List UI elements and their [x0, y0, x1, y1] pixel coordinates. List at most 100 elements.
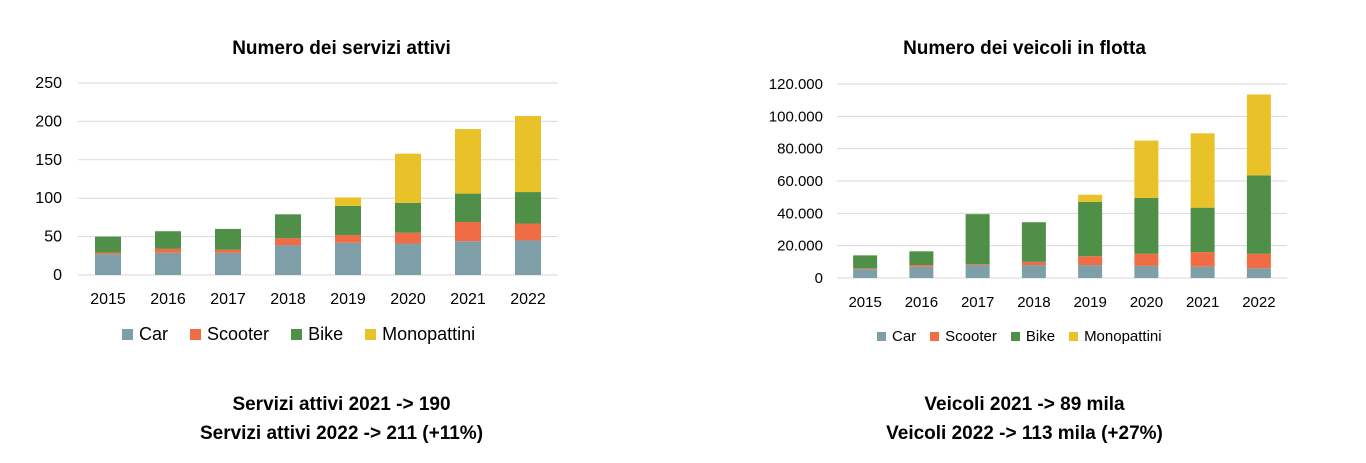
- bar-segment-monopattini-2021: [455, 129, 481, 194]
- bar-segment-scooter-2015: [853, 268, 878, 270]
- bar-segment-car-2022: [515, 240, 541, 275]
- bar-segment-scooter-2016: [909, 265, 934, 267]
- x-tick-label: 2020: [390, 291, 426, 308]
- y-tick-label: 0: [53, 267, 62, 284]
- bar-segment-car-2020: [1134, 265, 1159, 278]
- bar-segment-monopattini-2019: [335, 197, 361, 206]
- summary-line: Veicoli 2021 -> 89 mila: [924, 394, 1125, 415]
- bar-segment-scooter-2019: [335, 235, 361, 243]
- y-tick-label: 80.000: [777, 141, 823, 158]
- chart-panel-services: Numero dei servizi attivi 0 50 100 150 200 25…: [35, 38, 558, 444]
- bar-segment-car-2020: [395, 243, 421, 275]
- bar-segment-bike-2018: [275, 214, 301, 239]
- bar-segment-car-2015: [853, 269, 878, 278]
- bar-segment-scooter-2020: [1134, 253, 1159, 266]
- vehicles-chart: 0 20.000 40.000 60.000 80.000 100.000 120.000 2…: [769, 76, 1287, 311]
- legend-label: Bike: [308, 324, 344, 344]
- bar-segment-scooter-2020: [395, 232, 421, 244]
- x-tick-label: 2016: [150, 291, 186, 308]
- bar-segment-bike-2021: [455, 193, 481, 223]
- legend-label: Scooter: [207, 324, 270, 344]
- bar-segment-monopattini-2020: [395, 153, 421, 203]
- y-tick-label: 60.000: [777, 173, 823, 190]
- x-tick-label: 2015: [848, 294, 881, 311]
- bar-segment-car-2017: [965, 265, 990, 278]
- bar-segment-car-2021: [1190, 266, 1215, 278]
- bar-segment-car-2019: [335, 242, 361, 275]
- bar-segment-car-2018: [1021, 265, 1046, 278]
- bar-segment-bike-2022: [515, 192, 541, 224]
- bar-segment-scooter-2022: [515, 223, 541, 241]
- legend-item-bike: Bike: [291, 324, 343, 345]
- y-tick-label: 0: [815, 270, 823, 287]
- legend-swatch-car: [877, 332, 886, 341]
- y-tick-label: 200: [35, 113, 62, 130]
- legend-label: Scooter: [945, 328, 997, 345]
- x-tick-label: 2020: [1130, 294, 1163, 311]
- bar-segment-car-2017: [215, 252, 241, 275]
- x-tick-label: 2017: [210, 291, 246, 308]
- bar-segment-bike-2022: [1246, 175, 1271, 254]
- bar-segment-bike-2017: [965, 214, 990, 265]
- legend-swatch-monopattini: [365, 329, 377, 340]
- chart-panel-vehicles: Numero dei veicoli in flotta 0 20.000 40.0…: [683, 0, 1366, 463]
- y-tick-label: 100: [35, 190, 62, 207]
- bar-segment-scooter-2015: [95, 252, 121, 255]
- bar-segment-monopattini-2022: [515, 116, 541, 193]
- bar-segment-car-2021: [455, 241, 481, 275]
- legend-swatch-scooter: [190, 329, 202, 340]
- bar-segment-bike-2016: [909, 251, 934, 266]
- x-tick-label: 2016: [905, 294, 938, 311]
- bar-segment-bike-2015: [853, 255, 878, 269]
- y-tick-label: 120.000: [769, 76, 823, 93]
- legend-label: Car: [892, 328, 917, 345]
- legend-swatch-bike: [291, 329, 303, 340]
- bar-segment-monopattini-2019: [1078, 194, 1103, 203]
- legend-item-scooter: Scooter: [930, 328, 997, 345]
- legend-swatch-bike: [1010, 332, 1020, 341]
- legend-item-monopattini: Monopattini: [365, 324, 475, 345]
- y-tick-label: 20.000: [777, 238, 823, 255]
- bar-segment-scooter-2019: [1078, 256, 1103, 266]
- bar-segment-car-2016: [155, 252, 181, 275]
- summary-block: Veicoli 2021 -> 89 mila Veicoli 2022 -> …: [683, 390, 1366, 448]
- bar-segment-scooter-2021: [1190, 252, 1215, 267]
- services-chart: 0 50 100 150 200 250 2015 2016 2017 2018 2019 2020 2…: [35, 75, 558, 308]
- legend-label: Car: [139, 324, 169, 344]
- bar-segment-scooter-2022: [1246, 253, 1271, 269]
- bar-segment-bike-2020: [1134, 197, 1159, 254]
- legend-item-car: Car: [877, 328, 916, 345]
- x-tick-label: 2022: [1242, 294, 1275, 311]
- summary-line: Servizi attivi 2022 -> 211 (+11%): [199, 423, 484, 444]
- chart-legend: Car Scooter Bike Monopattini: [122, 324, 497, 345]
- x-tick-label: 2017: [961, 294, 994, 311]
- bar-segment-bike-2021: [1190, 207, 1215, 253]
- bar-segment-monopattini-2021: [1190, 133, 1215, 208]
- chart-title: Numero dei servizi attivi: [232, 38, 451, 59]
- legend-swatch-monopattini: [1069, 332, 1079, 341]
- bar-segment-car-2015: [95, 254, 121, 275]
- legend-swatch-scooter: [930, 332, 940, 341]
- y-tick-label: 100.000: [769, 108, 823, 125]
- bar-segment-scooter-2021: [455, 222, 481, 242]
- bar-segment-scooter-2017: [965, 264, 990, 266]
- legend-label: Monopattini: [382, 324, 476, 344]
- summary-line: Veicoli 2022 -> 113 mila (+27%): [886, 423, 1163, 444]
- y-tick-label: 150: [35, 152, 62, 169]
- bar-segment-car-2022: [1246, 268, 1271, 278]
- bar-segment-scooter-2017: [215, 249, 241, 253]
- bar-segment-bike-2015: [95, 236, 121, 253]
- chart-legend: Car Scooter Bike Monopattini: [877, 328, 1176, 345]
- bar-segment-car-2018: [275, 245, 301, 275]
- bar-segment-bike-2019: [1078, 202, 1103, 257]
- bar-segment-scooter-2018: [1021, 261, 1046, 266]
- bar-segment-bike-2018: [1021, 222, 1046, 262]
- bar-segment-monopattini-2020: [1134, 140, 1159, 198]
- x-tick-label: 2018: [1017, 294, 1050, 311]
- legend-label: Bike: [1025, 328, 1056, 345]
- x-tick-label: 2019: [1073, 294, 1106, 311]
- x-tick-label: 2021: [1186, 294, 1219, 311]
- legend-item-car: Car: [122, 324, 168, 345]
- x-tick-label: 2018: [270, 291, 306, 308]
- bar-segment-bike-2019: [335, 205, 361, 236]
